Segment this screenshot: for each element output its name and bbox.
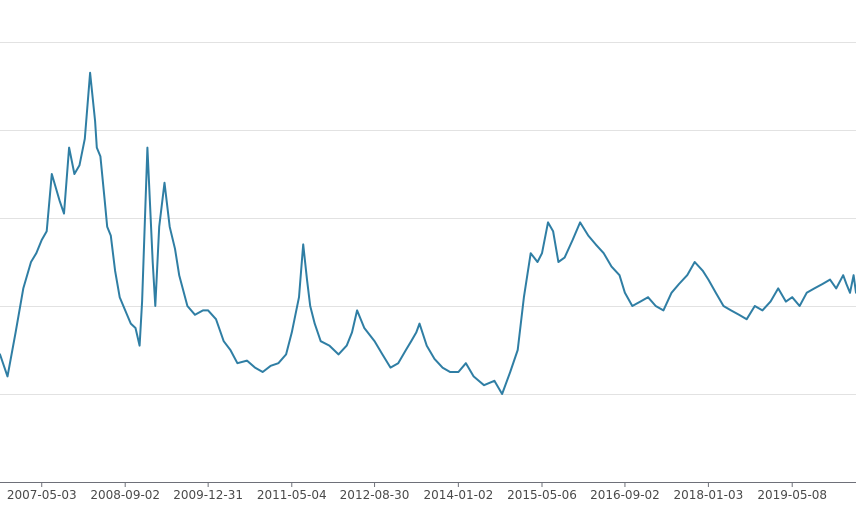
x-tick-label: 2019-05-08 [757,488,827,502]
x-tick-label: 2018-01-03 [674,488,744,502]
x-tick-label: 2015-05-06 [507,488,577,502]
x-tick-label: 2008-09-02 [90,488,160,502]
x-axis: 2007-05-03 2008-09-02 2009-12-31 2011-05-04… [0,482,856,502]
x-tick-label: 2016-09-02 [590,488,660,502]
x-tick-label: 2011-05-04 [257,488,327,502]
x-tick-label: 2007-05-03 [7,488,77,502]
series-line [0,71,856,395]
series-group [0,71,856,395]
x-tick-label: 2012-08-30 [340,488,410,502]
x-tick-label: 2014-01-02 [423,488,493,502]
gridlines [0,42,856,395]
x-tick-label: 2009-12-31 [173,488,243,502]
